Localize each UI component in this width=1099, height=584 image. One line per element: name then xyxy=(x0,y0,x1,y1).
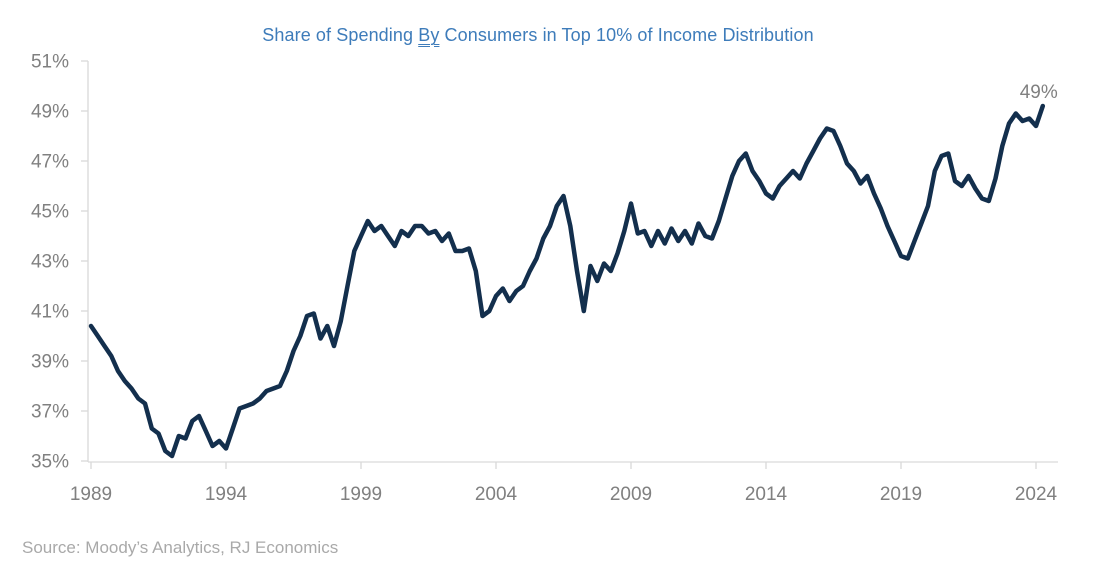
y-axis-label: 35% xyxy=(31,452,69,473)
chart-title-underlined-word: By xyxy=(418,25,440,45)
source-note: Source: Moody’s Analytics, RJ Economics xyxy=(22,538,339,557)
chart-title-text-pre: Share of Spending xyxy=(262,25,419,45)
x-axis-label: 2019 xyxy=(880,484,922,505)
end-value-label: 49% xyxy=(1020,82,1058,103)
y-axis-label: 49% xyxy=(31,102,69,123)
y-axis-label: 41% xyxy=(31,302,69,323)
x-axis-label: 1994 xyxy=(205,484,248,505)
x-axis-label: 2014 xyxy=(745,484,788,505)
x-axis-label: 2009 xyxy=(610,484,652,505)
y-axis-label: 51% xyxy=(31,52,69,73)
x-axis-label: 1999 xyxy=(340,484,382,505)
y-axis-label: 37% xyxy=(31,402,69,423)
chart-title: Share of Spending By Consumers in Top 10… xyxy=(0,25,1076,46)
x-axis-label: 1989 xyxy=(70,484,112,505)
x-axis-label: 2024 xyxy=(1015,484,1058,505)
chart-title-text-post: Consumers in Top 10% of Income Distribut… xyxy=(439,25,814,45)
y-axis-label: 39% xyxy=(31,352,69,373)
y-axis-label: 43% xyxy=(31,252,69,273)
x-axis-label: 2004 xyxy=(475,484,518,505)
spending-share-line xyxy=(88,103,1046,459)
y-axis-label: 45% xyxy=(31,202,69,223)
y-axis-label: 47% xyxy=(31,152,69,173)
